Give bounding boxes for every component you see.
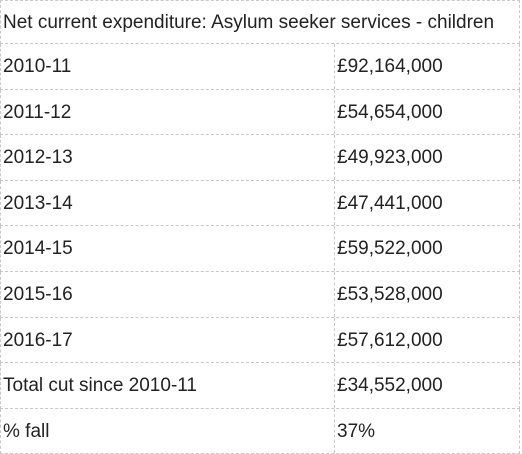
row-label: 2010-11 [1, 44, 335, 89]
table-row: 2014-15 £59,522,000 [0, 226, 520, 272]
row-label: 2016-17 [1, 317, 335, 363]
table-row-total: Total cut since 2010-11 £34,552,000 [0, 363, 520, 409]
row-label: 2014-15 [1, 226, 335, 271]
row-value: £47,441,000 [337, 192, 443, 214]
row-value: £54,654,000 [337, 101, 443, 123]
table-row: 2015-16 £53,528,000 [0, 271, 520, 318]
table-row: 2012-13 £49,923,000 [0, 135, 520, 181]
table-row: 2016-17 £57,612,000 [0, 317, 520, 364]
row-label: % fall [1, 408, 335, 454]
table-row: 2013-14 £47,441,000 [0, 180, 520, 227]
row-value: £57,612,000 [337, 329, 443, 351]
row-value: £59,522,000 [337, 238, 443, 260]
row-label: Total cut since 2010-11 [1, 363, 335, 408]
row-value: £49,923,000 [337, 147, 443, 169]
table-row-percent: % fall 37% [0, 408, 520, 454]
row-value: 37% [337, 420, 376, 442]
row-label: 2011-12 [1, 89, 335, 135]
row-label: 2015-16 [1, 271, 335, 317]
row-label: 2013-14 [1, 180, 335, 226]
row-value: £53,528,000 [337, 283, 443, 305]
table-title: Net current expenditure: Asylum seeker s… [0, 0, 520, 44]
row-value: £34,552,000 [337, 375, 443, 397]
row-label: 2012-13 [1, 135, 335, 180]
table-row: 2010-11 £92,164,000 [0, 44, 520, 90]
row-value: £92,164,000 [337, 56, 443, 77]
table-row: 2011-12 £54,654,000 [0, 89, 520, 136]
